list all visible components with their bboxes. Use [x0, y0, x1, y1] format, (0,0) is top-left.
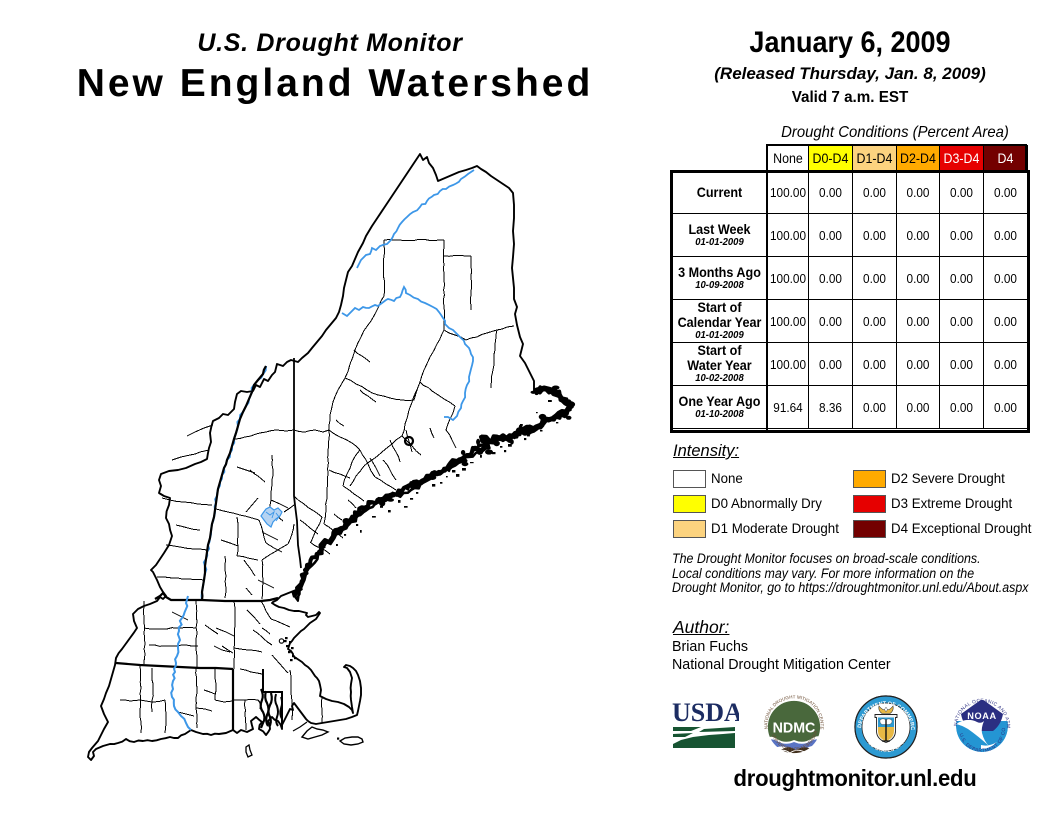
svg-text:NDMC: NDMC — [773, 720, 816, 736]
svg-text:NOAA: NOAA — [967, 711, 996, 721]
svg-text:USDA: USDA — [672, 700, 739, 727]
